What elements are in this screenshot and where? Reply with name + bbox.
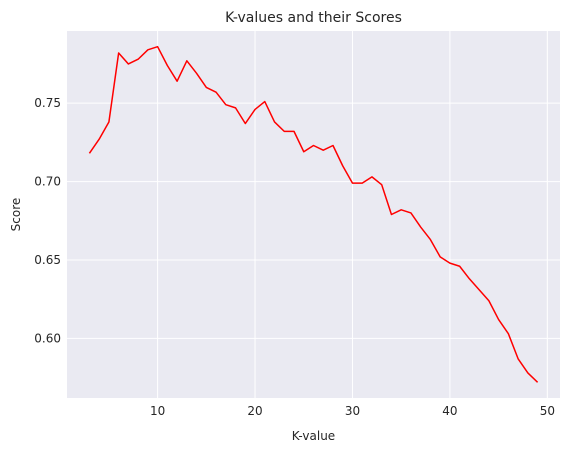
x-tick-label: 10 [150, 404, 165, 418]
x-tick-label: 40 [442, 404, 457, 418]
x-tick-label: 20 [247, 404, 262, 418]
series-layer [88, 45, 539, 383]
chart-title: K-values and their Scores [225, 10, 402, 26]
y-tick-label: 0.70 [34, 175, 61, 189]
y-tick-label: 0.75 [34, 96, 61, 110]
y-axis-ticks: 0.60 0.65 0.70 0.75 [34, 96, 61, 345]
x-tick-label: 50 [540, 404, 555, 418]
y-tick-label: 0.60 [34, 331, 61, 345]
grid [67, 31, 560, 398]
plot-area [67, 31, 560, 398]
x-axis-label: K-value [292, 429, 335, 443]
x-tick-label: 30 [345, 404, 360, 418]
y-axis-label: Score [9, 198, 23, 232]
y-tick-label: 0.65 [34, 253, 61, 267]
x-axis-ticks: 10 20 30 40 50 [150, 404, 555, 418]
